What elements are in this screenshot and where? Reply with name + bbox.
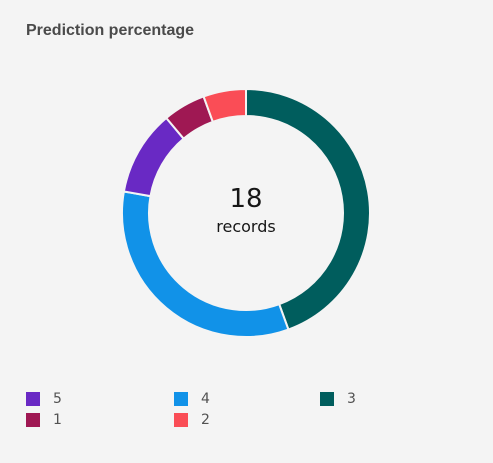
legend-item-1[interactable]: 1 xyxy=(26,412,62,428)
legend-item-5[interactable]: 5 xyxy=(26,391,62,407)
center-caption: records xyxy=(216,217,275,236)
legend-swatch-4 xyxy=(174,392,188,406)
legend-item-4[interactable]: 4 xyxy=(174,391,210,407)
legend-swatch-5 xyxy=(26,392,40,406)
legend-item-3[interactable]: 3 xyxy=(320,391,356,407)
legend-swatch-1 xyxy=(26,413,40,427)
legend-label-2: 2 xyxy=(201,412,210,428)
center-record-count: 18 xyxy=(229,184,262,214)
donut-chart: 18 records xyxy=(0,0,493,360)
donut-slice-3[interactable] xyxy=(246,89,370,330)
donut-slice-5[interactable] xyxy=(124,118,184,196)
legend-label-1: 1 xyxy=(53,412,62,428)
donut-slice-4[interactable] xyxy=(122,191,288,337)
legend-label-5: 5 xyxy=(53,391,62,407)
legend-label-4: 4 xyxy=(201,391,210,407)
legend-item-2[interactable]: 2 xyxy=(174,412,210,428)
legend-swatch-2 xyxy=(174,413,188,427)
legend-swatch-3 xyxy=(320,392,334,406)
legend-label-3: 3 xyxy=(347,391,356,407)
